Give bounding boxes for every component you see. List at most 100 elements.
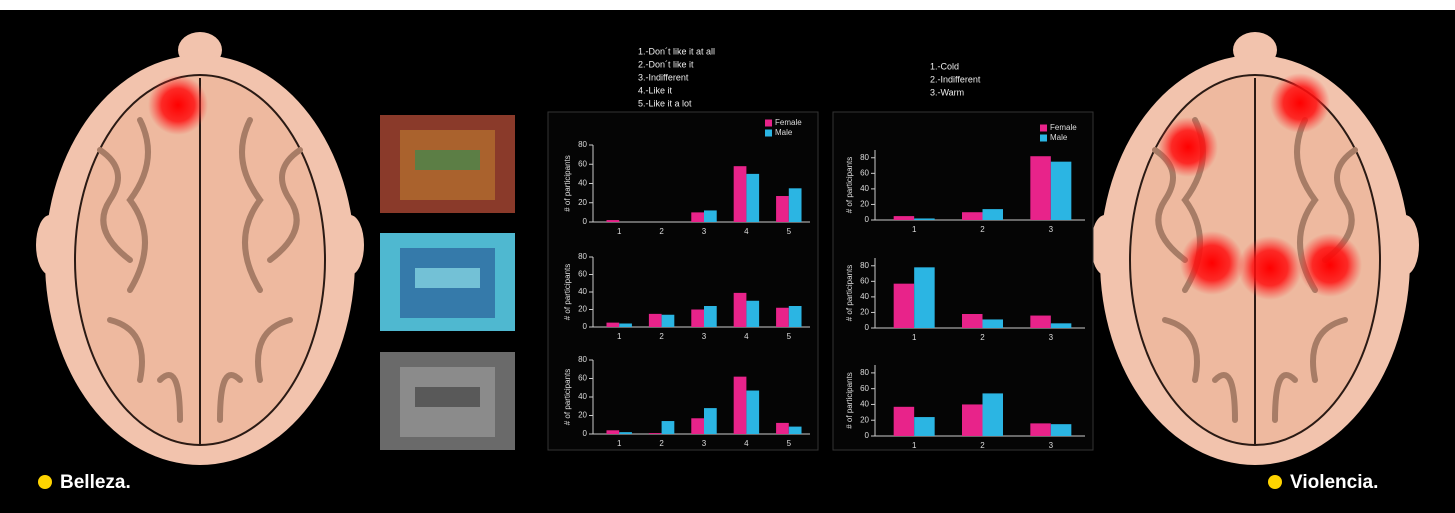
brain-left [36,32,364,465]
bar [704,306,717,327]
y-tick-label: 80 [860,368,869,377]
bar [691,418,704,434]
bar [648,313,662,327]
bar [746,390,760,434]
bar [982,209,1003,220]
bar [962,404,983,436]
y-tick-label: 80 [860,261,869,270]
bar [704,408,717,434]
bar [746,173,760,222]
label-right: Violencia. [1290,472,1378,493]
bar [648,433,662,434]
x-tick-label: 5 [787,439,792,448]
x-tick-label: 4 [744,439,749,448]
bar [619,323,632,327]
bar [914,417,935,436]
bar [776,196,789,222]
y-tick-label: 60 [578,159,587,168]
x-tick-label: 2 [659,332,664,341]
x-tick-label: 1 [912,333,917,342]
x-tick-label: 3 [1049,225,1054,234]
x-tick-label: 2 [980,225,985,234]
bar [1030,423,1051,436]
x-tick-label: 4 [744,332,749,341]
bar [619,432,632,434]
legend-swatch [765,119,772,127]
legend-label: Male [1050,133,1068,142]
y-tick-label: 20 [578,305,587,314]
y-tick-label: 60 [578,374,587,383]
y-tick-label: 40 [578,392,587,401]
y-tick-label: 60 [860,276,869,285]
bar [704,210,717,222]
y-tick-label: 80 [860,153,869,162]
brain-right [1091,32,1419,465]
bar [893,216,915,220]
bar [1050,161,1072,220]
y-tick-label: 0 [583,217,588,226]
bar [982,393,1003,436]
bar [982,319,1003,328]
bar [893,406,915,436]
bar [1030,156,1051,220]
bar [776,307,789,327]
bar [661,421,675,434]
y-tick-label: 40 [578,179,587,188]
y-axis-label: # of participants [563,369,572,425]
bar [788,426,802,434]
bar [691,212,704,222]
y-tick-label: 40 [578,287,587,296]
y-tick-label: 0 [865,431,870,440]
scale-note: 1.-Don´t like it at all [638,46,715,56]
bar [606,322,620,327]
bar [606,220,620,222]
scale-note: 3.-Indifferent [638,72,689,82]
legend-swatch [1040,124,1047,132]
y-tick-label: 0 [865,215,870,224]
bar [1050,424,1072,436]
y-tick-label: 80 [578,252,587,261]
y-tick-label: 40 [860,184,869,193]
legend-swatch [765,129,772,137]
bar [691,309,704,327]
y-axis-label: # of participants [563,155,572,211]
y-tick-label: 40 [860,292,869,301]
bar [733,166,747,222]
bar [788,306,802,327]
y-axis-label: # of participants [563,264,572,320]
y-tick-label: 60 [860,384,869,393]
x-tick-label: 3 [702,439,707,448]
scale-note: 2.-Indifferent [930,74,981,84]
y-tick-label: 20 [578,198,587,207]
y-tick-label: 80 [578,140,587,149]
x-tick-label: 1 [912,441,917,450]
y-tick-label: 40 [860,400,869,409]
y-tick-label: 0 [583,429,588,438]
bar [962,314,983,328]
legend-label: Female [1050,123,1077,132]
scale-note: 3.-Warm [930,87,964,97]
x-tick-label: 3 [1049,441,1054,450]
chart-panel [547,111,819,451]
y-axis-label: # of participants [845,372,854,428]
bullet [38,475,52,489]
bar [733,292,747,327]
artworks [380,115,515,450]
x-tick-label: 3 [702,332,707,341]
bar [733,376,747,434]
x-tick-label: 4 [744,227,749,236]
x-tick-label: 1 [617,332,622,341]
x-tick-label: 3 [702,227,707,236]
bar [1030,315,1051,328]
label-left: Belleza. [60,472,131,493]
scale-note: 4.-Like it [638,85,673,95]
bar [776,422,789,434]
y-axis-label: # of participants [845,265,854,321]
bar [962,212,983,220]
y-tick-label: 20 [578,411,587,420]
scale-note: 2.-Don´t like it [638,59,694,69]
bullet [1268,475,1282,489]
y-tick-label: 60 [578,270,587,279]
y-axis-label: # of participants [845,157,854,213]
